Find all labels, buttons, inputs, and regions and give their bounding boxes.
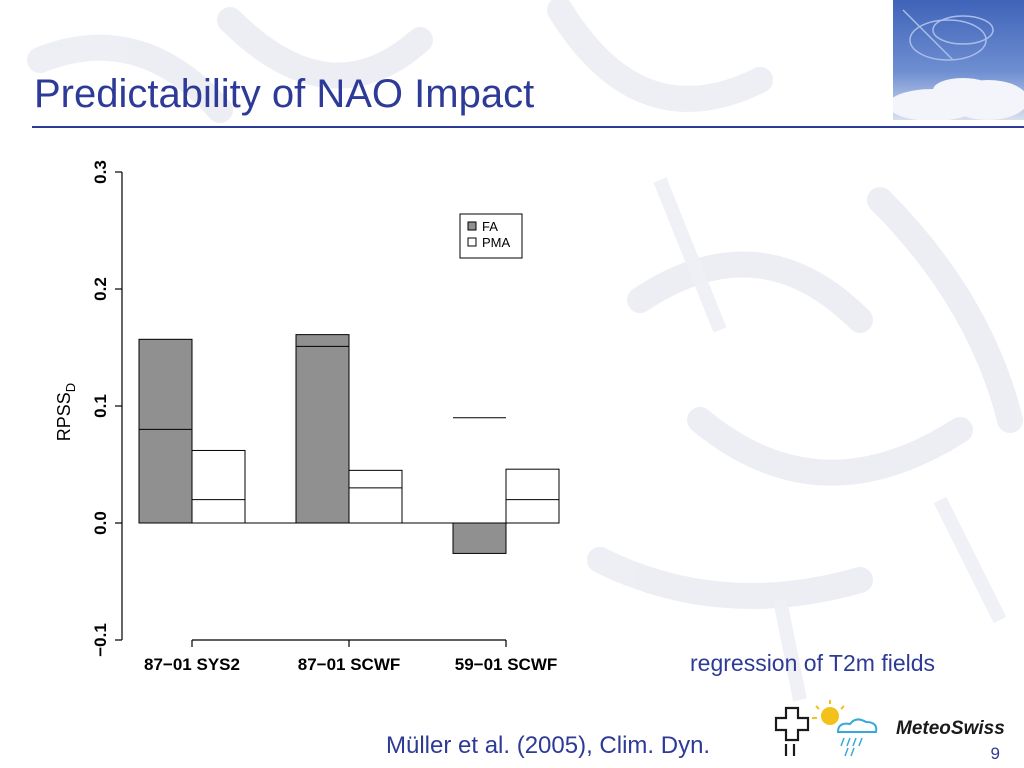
pma-bar: [348, 469, 403, 524]
legend-swatch-pma: [467, 237, 477, 247]
rpss-bar-chart: −0.1 0.0 0.1 0.2 0.3 RPSSD 87−01 SYS2 87−01 SCW…: [36, 152, 582, 682]
corner-sky-image: [893, 0, 1024, 120]
y-axis-title: RPSSD: [54, 383, 78, 441]
citation-text: Müller et al. (2005), Clim. Dyn.: [386, 732, 711, 759]
legend-swatch-fa: [467, 221, 477, 231]
slide-title: Predictability of NAO Impact: [34, 72, 535, 116]
fa-bar: [138, 338, 193, 524]
meteoswiss-logo: [774, 700, 878, 757]
fa-bar: [295, 334, 350, 524]
fa-bar: [452, 522, 507, 554]
legend-label-pma: PMA: [482, 235, 511, 250]
logo-wordmark: MeteoSwiss: [896, 718, 1005, 739]
figure-caption: regression of T2m fields: [690, 650, 936, 676]
swiss-cross-outline-icon: [774, 706, 810, 756]
x-tick-label: 87−01 SYS2: [144, 655, 240, 674]
cloud-rain-icon: [836, 718, 878, 757]
y-tick-label: 0.0: [91, 511, 110, 535]
y-tick-label: 0.3: [91, 160, 110, 184]
y-tick-label: 0.1: [91, 394, 110, 418]
pma-bar: [505, 468, 560, 524]
pma-bar: [191, 449, 246, 524]
legend-box: [459, 213, 523, 259]
slide-number: 9: [990, 744, 1000, 763]
sun-icon: [812, 700, 845, 725]
y-tick-label: 0.2: [91, 277, 110, 301]
x-tick-label: 87−01 SCWF: [298, 655, 401, 674]
legend-label-fa: FA: [482, 219, 498, 234]
y-tick-label: −0.1: [91, 623, 110, 657]
x-tick-label: 59−01 SCWF: [455, 655, 558, 674]
title-divider: [32, 126, 1024, 128]
